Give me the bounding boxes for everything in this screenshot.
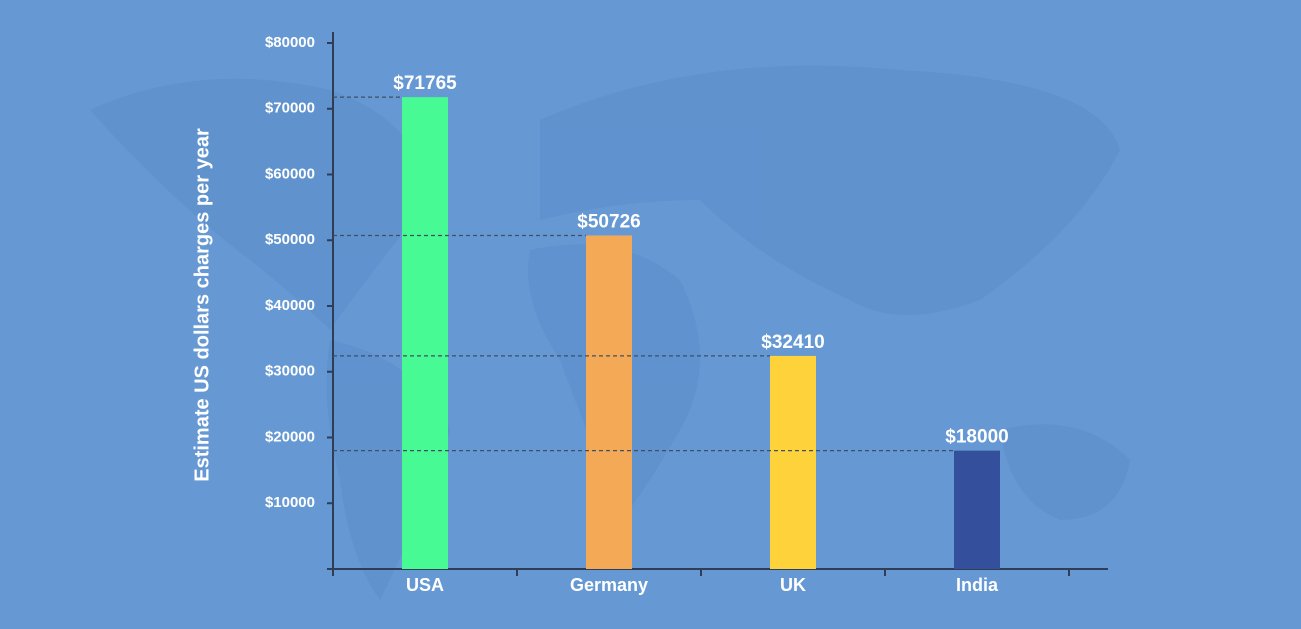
y-tick-label: $80000 <box>265 34 315 51</box>
bar <box>954 450 1000 569</box>
y-tick-label: $60000 <box>265 165 315 182</box>
value-label: $71765 <box>393 73 457 94</box>
y-tick-label: $20000 <box>265 428 315 445</box>
value-label: $50726 <box>577 211 640 232</box>
x-tick-label: USA <box>406 575 444 595</box>
x-tick-label: Germany <box>570 575 648 595</box>
bar <box>402 97 448 569</box>
x-tick-label: India <box>956 575 999 595</box>
y-tick-label: $70000 <box>265 100 315 117</box>
y-tick-label: $40000 <box>265 297 315 314</box>
y-tick-label: $30000 <box>265 363 315 380</box>
x-tick-label: UK <box>780 575 806 595</box>
y-tick-label: $10000 <box>265 494 315 511</box>
y-tick-label: $50000 <box>265 231 315 248</box>
value-label: $32410 <box>761 332 824 353</box>
bar <box>770 355 816 569</box>
value-label: $18000 <box>945 427 1008 448</box>
bar <box>586 235 632 569</box>
y-axis-title: Estimate US dollars charges per year <box>191 128 213 482</box>
